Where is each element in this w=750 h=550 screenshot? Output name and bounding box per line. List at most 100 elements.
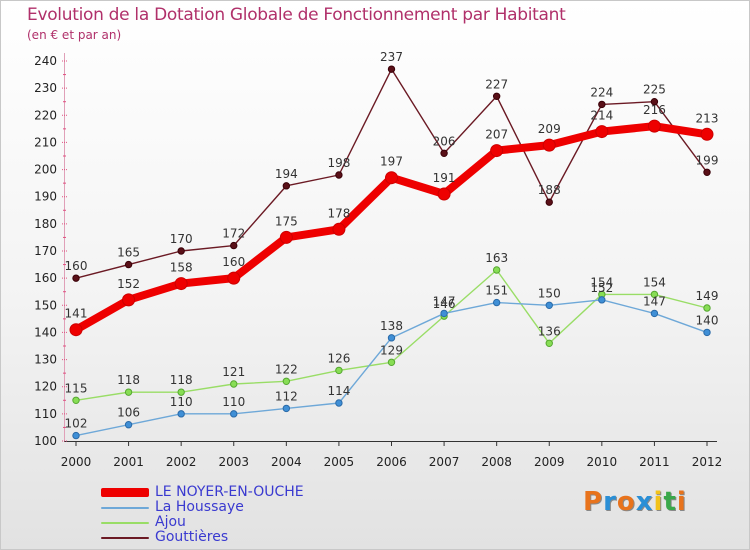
data-label-ajou: 121 [222,365,245,379]
legend-item-ajou: Ajou [101,515,304,530]
data-label-ajou: 118 [170,373,193,387]
x-tick-label: 2003 [218,455,249,469]
data-label-le-noyer-en-ouche: 214 [590,109,613,123]
data-point-la-houssaye [177,410,185,418]
legend-item-la-houssaye: La Houssaye [101,500,304,515]
data-label-la-houssaye: 138 [380,319,403,333]
data-point-le-noyer-en-ouche [122,293,136,307]
legend-swatch-la-houssaye [101,506,149,509]
proxiti-logo: Proxiti [583,487,687,517]
data-label-ajou: 126 [327,351,350,365]
y-tick-label: 210 [34,135,57,149]
data-label-le-noyer-en-ouche: 216 [643,103,666,117]
data-point-ajou [282,377,291,385]
data-point-la-houssaye [650,309,659,318]
data-point-la-houssaye [282,404,291,413]
x-tick-label: 2008 [481,455,512,469]
data-label-ajou: 154 [643,275,666,289]
data-label-goutti-res: 237 [380,50,403,64]
data-label-ajou: 122 [275,362,298,376]
data-label-ajou: 146 [433,297,456,311]
data-point-le-noyer-en-ouche [542,138,556,152]
data-label-goutti-res: 188 [538,183,561,197]
data-label-le-noyer-en-ouche: 178 [327,206,350,220]
y-tick-label: 160 [34,271,57,285]
x-tick-label: 2005 [324,455,355,469]
x-tick-label: 2002 [166,455,197,469]
x-tick-label: 2000 [61,455,92,469]
data-label-ajou: 118 [117,373,140,387]
y-tick-label: 110 [34,407,57,421]
data-label-goutti-res: 199 [696,153,719,167]
data-point-la-houssaye [230,410,238,418]
logo-letter: i [653,487,664,517]
data-label-la-houssaye: 102 [65,417,88,431]
data-label-le-noyer-en-ouche: 152 [117,277,140,291]
data-label-la-houssaye: 150 [538,286,561,300]
data-label-la-houssaye: 110 [170,395,193,409]
data-point-goutti-res [650,98,659,106]
logo-letter: r [603,487,617,517]
data-label-goutti-res: 198 [327,156,350,170]
data-label-ajou: 149 [696,289,719,303]
legend-label-le-noyer: LE NOYER-EN-OUCHE [155,484,304,500]
legend-swatch-ajou [101,521,149,524]
data-label-le-noyer-en-ouche: 160 [222,255,245,269]
data-point-ajou [703,304,711,312]
logo-letter: P [583,487,604,517]
legend-swatch-gouttieres [101,536,149,539]
data-label-la-houssaye: 112 [275,389,298,403]
y-tick-label: 240 [34,54,57,68]
data-label-ajou: 154 [590,275,613,289]
data-point-le-noyer-en-ouche [700,127,714,141]
logo-letter: i [676,487,687,517]
data-point-goutti-res [177,247,185,255]
data-point-goutti-res [72,274,80,282]
legend-label-gouttieres: Gouttières [155,529,229,545]
y-tick-label: 130 [34,353,57,367]
legend-swatch-le-noyer [101,488,149,497]
data-point-la-houssaye [703,328,711,337]
data-label-ajou: 115 [65,381,88,395]
x-tick-label: 2009 [534,455,565,469]
data-point-le-noyer-en-ouche [437,187,451,201]
chart-subtitle: (en € et par an) [27,28,122,42]
data-point-ajou [72,396,80,404]
data-point-ajou [230,380,238,388]
logo-letter: t [663,487,677,517]
data-label-le-noyer-en-ouche: 158 [170,261,193,275]
data-label-la-houssaye: 114 [327,384,350,398]
data-label-le-noyer-en-ouche: 197 [380,155,403,169]
data-label-goutti-res: 224 [590,85,613,99]
x-tick-label: 2004 [271,455,302,469]
data-point-goutti-res [703,168,711,176]
data-point-la-houssaye [72,431,80,440]
data-label-le-noyer-en-ouche: 213 [696,111,719,125]
data-point-ajou [492,266,501,274]
data-label-le-noyer-en-ouche: 191 [433,171,456,185]
legend-item-le-noyer: LE NOYER-EN-OUCHE [101,485,304,500]
y-tick-label: 230 [34,81,57,95]
y-tick-label: 180 [34,217,57,231]
data-point-goutti-res [282,182,291,190]
legend-item-gouttieres: Gouttières [101,530,304,545]
data-point-ajou [177,388,185,396]
data-label-le-noyer-en-ouche: 141 [65,307,88,321]
data-point-le-noyer-en-ouche [227,271,241,285]
y-tick-label: 220 [34,108,57,122]
data-label-la-houssaye: 110 [222,395,245,409]
data-label-goutti-res: 160 [65,259,88,273]
y-tick-label: 200 [34,163,57,177]
data-point-goutti-res [230,241,238,250]
data-point-le-noyer-en-ouche [69,323,83,337]
data-label-le-noyer-en-ouche: 207 [485,128,508,142]
data-point-goutti-res [387,65,396,73]
data-label-le-noyer-en-ouche: 209 [538,122,561,136]
data-label-ajou: 136 [538,324,561,338]
data-point-la-houssaye [545,301,553,309]
data-label-le-noyer-en-ouche: 175 [275,214,298,228]
y-tick-label: 190 [34,190,57,204]
data-point-la-houssaye [387,334,396,342]
data-point-le-noyer-en-ouche [174,277,188,291]
data-point-le-noyer-en-ouche [279,230,293,244]
